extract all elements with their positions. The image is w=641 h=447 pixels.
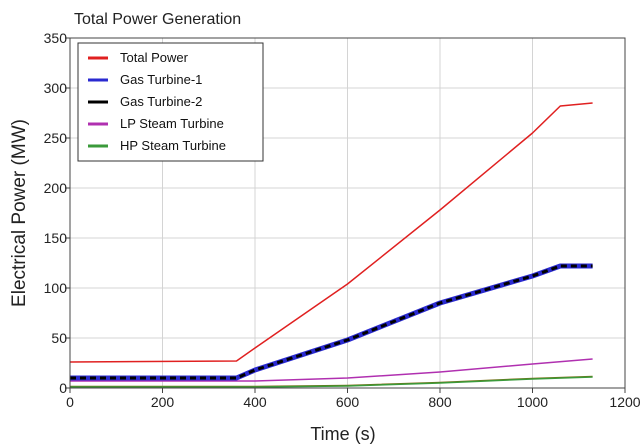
x-tick-label: 800 — [428, 394, 452, 410]
legend-label: LP Steam Turbine — [120, 116, 224, 131]
y-tick-label: 0 — [59, 380, 67, 396]
legend-label: HP Steam Turbine — [120, 138, 226, 153]
series-line-lp-steam-turbine — [70, 358, 593, 382]
legend-label: Total Power — [120, 50, 189, 65]
x-tick-label: 600 — [336, 394, 360, 410]
plot-series — [69, 102, 593, 388]
chart-title: Total Power Generation — [74, 11, 241, 28]
y-tick-label: 250 — [44, 130, 68, 146]
x-tick-label: 1200 — [609, 394, 640, 410]
series-line-total-power — [69, 102, 593, 363]
x-tick-label: 200 — [151, 394, 175, 410]
y-tick-label: 200 — [44, 180, 68, 196]
series-line-hp-steam-turbine — [70, 376, 593, 388]
y-tick-label: 100 — [44, 280, 68, 296]
x-tick-label: 0 — [66, 394, 74, 410]
series-line-gas-turbine-2 — [70, 264, 593, 380]
legend-label: Gas Turbine-1 — [120, 72, 202, 87]
y-tick-label: 150 — [44, 230, 68, 246]
y-tick-label: 50 — [51, 330, 67, 346]
axis-ticks: 0 200 400 600 800 1000 1200 0 50 100 150 200 250 300 3… — [44, 30, 641, 410]
y-tick-label: 350 — [44, 30, 68, 46]
x-axis-title: Time (s) — [310, 424, 375, 444]
x-tick-label: 400 — [243, 394, 267, 410]
y-tick-label: 300 — [44, 80, 68, 96]
legend-label: Gas Turbine-2 — [120, 94, 202, 109]
x-tick-label: 1000 — [517, 394, 548, 410]
legend: Total Power Gas Turbine-1 Gas Turbine-2 LP … — [77, 42, 264, 162]
legend-box — [77, 42, 264, 162]
y-axis-title: Electrical Power (MW) — [9, 119, 30, 307]
